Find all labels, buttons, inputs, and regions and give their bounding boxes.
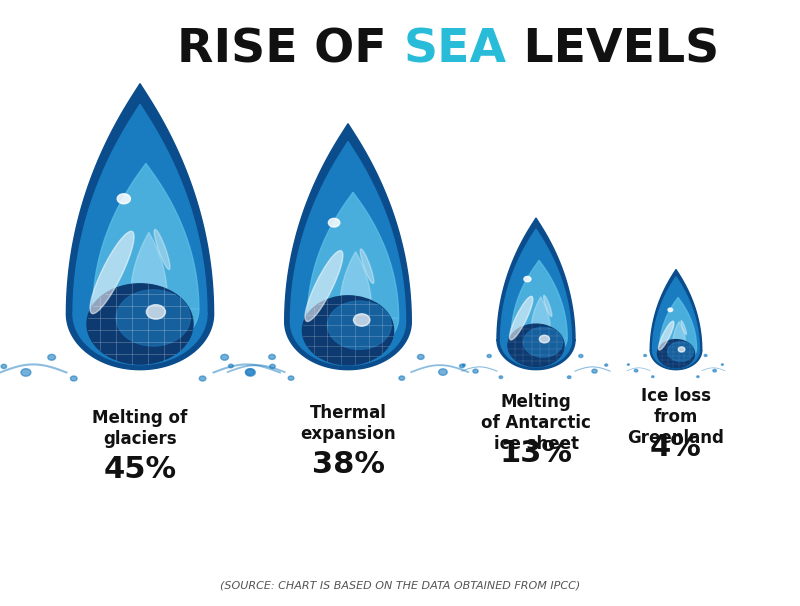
Text: 38%: 38% xyxy=(311,450,385,479)
Circle shape xyxy=(508,324,564,367)
Circle shape xyxy=(48,355,55,360)
Circle shape xyxy=(246,369,254,375)
Polygon shape xyxy=(531,297,550,340)
Polygon shape xyxy=(73,104,207,365)
Ellipse shape xyxy=(681,321,686,335)
Circle shape xyxy=(328,218,340,227)
Circle shape xyxy=(634,369,638,372)
Circle shape xyxy=(116,290,190,346)
Circle shape xyxy=(438,369,447,375)
Text: 13%: 13% xyxy=(499,439,573,468)
Circle shape xyxy=(678,347,685,352)
Circle shape xyxy=(697,376,699,378)
Circle shape xyxy=(473,369,478,373)
Circle shape xyxy=(87,284,193,364)
Circle shape xyxy=(627,364,630,365)
Circle shape xyxy=(70,376,77,381)
Ellipse shape xyxy=(360,249,374,284)
Circle shape xyxy=(288,376,294,381)
Polygon shape xyxy=(673,322,686,350)
Circle shape xyxy=(418,355,424,359)
Circle shape xyxy=(704,355,707,356)
Text: Ice loss
from
Greenland: Ice loss from Greenland xyxy=(627,387,725,447)
Polygon shape xyxy=(340,251,371,322)
Text: 45%: 45% xyxy=(103,454,177,484)
Circle shape xyxy=(524,276,531,282)
Polygon shape xyxy=(290,141,406,365)
Text: RISE OF: RISE OF xyxy=(178,27,403,72)
Text: (SOURCE: CHART IS BASED ON THE DATA OBTAINED FROM IPCC): (SOURCE: CHART IS BASED ON THE DATA OBTA… xyxy=(220,581,580,591)
Circle shape xyxy=(117,194,130,204)
Circle shape xyxy=(499,376,502,379)
Circle shape xyxy=(270,364,275,368)
Circle shape xyxy=(592,369,597,373)
Circle shape xyxy=(462,364,466,366)
Circle shape xyxy=(21,368,31,376)
Circle shape xyxy=(199,376,206,381)
Text: Thermal
expansion: Thermal expansion xyxy=(300,404,396,443)
Polygon shape xyxy=(66,84,214,370)
Ellipse shape xyxy=(510,296,533,340)
Ellipse shape xyxy=(305,251,343,322)
Circle shape xyxy=(567,376,571,379)
Circle shape xyxy=(652,376,654,378)
Circle shape xyxy=(459,364,464,368)
Circle shape xyxy=(327,301,391,349)
Circle shape xyxy=(539,335,550,343)
Text: LEVELS: LEVELS xyxy=(506,27,718,72)
Circle shape xyxy=(713,369,716,372)
Ellipse shape xyxy=(154,230,170,270)
Circle shape xyxy=(354,314,370,326)
Circle shape xyxy=(487,355,491,358)
Polygon shape xyxy=(650,270,702,370)
Circle shape xyxy=(221,355,229,360)
Polygon shape xyxy=(497,218,575,370)
Ellipse shape xyxy=(90,231,134,314)
Circle shape xyxy=(579,355,583,358)
Circle shape xyxy=(246,368,255,376)
Text: 4%: 4% xyxy=(650,433,702,462)
Circle shape xyxy=(605,364,608,366)
Text: SEA: SEA xyxy=(403,27,506,72)
Circle shape xyxy=(229,364,234,368)
Circle shape xyxy=(668,308,673,311)
Circle shape xyxy=(302,296,394,365)
Polygon shape xyxy=(307,192,398,352)
Polygon shape xyxy=(285,124,411,370)
Polygon shape xyxy=(130,232,167,314)
Circle shape xyxy=(146,305,166,319)
Circle shape xyxy=(668,342,694,361)
Circle shape xyxy=(523,327,562,357)
Circle shape xyxy=(399,376,405,381)
Circle shape xyxy=(644,355,646,356)
Text: Melting of
glaciers: Melting of glaciers xyxy=(92,409,188,448)
Ellipse shape xyxy=(543,295,552,316)
Polygon shape xyxy=(511,261,567,359)
Polygon shape xyxy=(659,298,697,362)
Polygon shape xyxy=(653,277,699,368)
Polygon shape xyxy=(501,229,571,367)
Circle shape xyxy=(1,364,6,368)
Circle shape xyxy=(269,355,275,359)
Circle shape xyxy=(658,339,694,368)
Text: Melting
of Antarctic
ice sheet: Melting of Antarctic ice sheet xyxy=(481,393,591,453)
Circle shape xyxy=(722,364,723,365)
Ellipse shape xyxy=(658,321,674,350)
Polygon shape xyxy=(93,164,199,350)
